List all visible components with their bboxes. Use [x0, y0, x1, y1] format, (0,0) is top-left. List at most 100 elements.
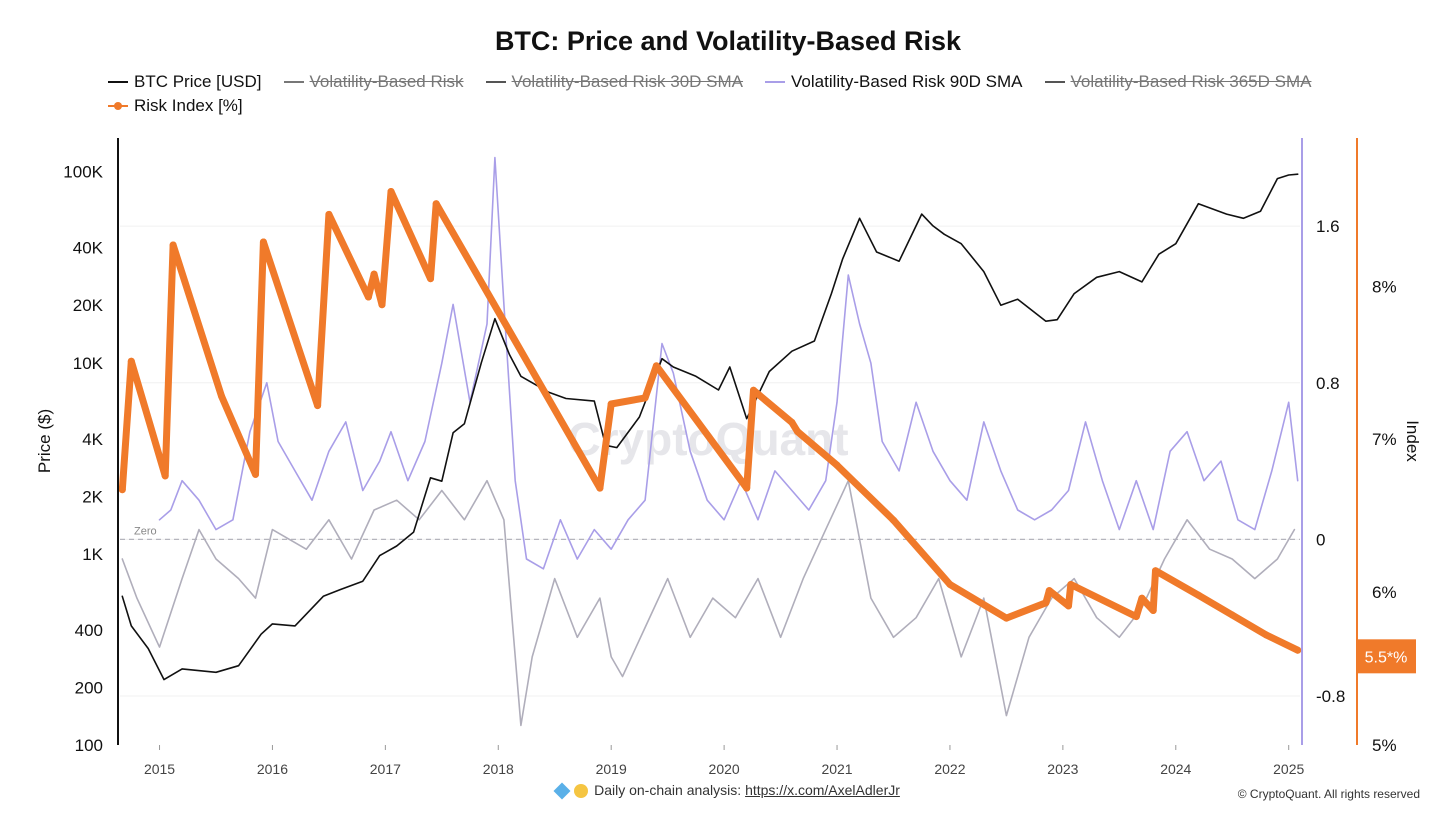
price-tick-label: 400 — [75, 621, 103, 640]
price-tick-label: 100K — [63, 163, 103, 182]
legend-item-volatility-risk-30d[interactable]: Volatility-Based Risk 30D SMA — [485, 72, 744, 92]
x-tick-label: 2020 — [709, 761, 740, 777]
price-tick-label: 4K — [82, 430, 103, 449]
risk-index-point — [387, 188, 395, 196]
risk-index-point — [1294, 646, 1302, 654]
legend-label: Volatility-Based Risk 90D SMA — [791, 72, 1023, 91]
x-tick-label: 2022 — [934, 761, 965, 777]
price-tick-label: 2K — [82, 487, 103, 506]
risk-index-point — [749, 386, 757, 394]
risk-tick-label: 0.8 — [1316, 374, 1340, 393]
risk-index-point — [743, 484, 751, 492]
risk-index-point — [1065, 602, 1073, 610]
x-tick-label: 2024 — [1160, 761, 1191, 777]
risk-tick-label: -0.8 — [1316, 687, 1345, 706]
legend-label: Volatility-Based Risk — [309, 72, 464, 91]
legend-item-risk-index[interactable]: Risk Index [%] — [108, 96, 243, 116]
series-risk-index — [118, 188, 1302, 654]
legend-swatch — [485, 81, 506, 83]
footer-text: Daily on-chain analysis: — [594, 782, 746, 798]
legend-label: Risk Index [%] — [134, 96, 243, 115]
risk-index-point — [370, 270, 378, 278]
legend-swatch — [283, 81, 304, 83]
risk-index-point — [252, 470, 260, 478]
risk-index-point — [364, 293, 372, 301]
risk-index-point — [218, 392, 226, 400]
risk-index-point — [325, 210, 333, 218]
index-tick-label: 5% — [1372, 736, 1397, 755]
index-tick-label: 7% — [1372, 430, 1397, 449]
risk-index-point — [1045, 587, 1053, 595]
axes-layer: 100 200 400 1K 2K 4K 10K 20K 40K 100K Price ($) -0.… — [35, 138, 1422, 777]
grid: Zero — [120, 225, 1300, 697]
legend-item-volatility-risk-90d[interactable]: Volatility-Based Risk 90D SMA — [765, 72, 1023, 92]
raised-hands-icon — [574, 784, 589, 799]
risk-index-point — [161, 472, 169, 480]
index-current-value-badge — [1357, 639, 1416, 674]
price-tick-label: 100 — [75, 736, 103, 755]
legend: BTC Price [USD] Volatility-Based Risk Vo… — [108, 70, 1408, 118]
legend-swatch — [765, 81, 786, 83]
price-tick-label: 200 — [75, 678, 103, 697]
x-tick-label: 2021 — [821, 761, 852, 777]
index-tick-label: 6% — [1372, 583, 1397, 602]
risk-index-point — [1138, 594, 1146, 602]
risk-index-point — [1228, 611, 1236, 619]
risk-index-point — [607, 400, 615, 408]
series-volatility-based-risk-90d-sma — [158, 156, 1299, 570]
risk-index-point — [794, 428, 802, 436]
price-tick-label: 40K — [73, 239, 104, 258]
price-tick-label: 20K — [73, 296, 104, 315]
risk-index-point — [788, 418, 796, 426]
risk-index-point — [641, 394, 649, 402]
price-tick-label: 1K — [82, 545, 103, 564]
legend-swatch — [108, 81, 128, 83]
risk-index-point — [169, 241, 177, 249]
index-current-value-label: 5.5*% — [1365, 649, 1408, 666]
risk-index-point — [1002, 614, 1010, 622]
legend-item-volatility-risk[interactable]: Volatility-Based Risk — [283, 72, 464, 92]
price-tick-label: 10K — [73, 354, 104, 373]
risk-index-point — [259, 238, 267, 246]
risk-index-point — [127, 357, 135, 365]
author-link[interactable]: https://x.com/AxelAdlerJr — [745, 782, 900, 798]
zero-line-label: Zero — [134, 525, 157, 537]
risk-index-point — [1149, 606, 1157, 614]
risk-index-point — [652, 362, 660, 370]
footer: Daily on-chain analysis: https://x.com/A… — [0, 782, 1456, 800]
risk-index-point — [1132, 613, 1140, 621]
series-btc-price-usd — [121, 173, 1299, 681]
copyright: © CryptoQuant. All rights reserved — [1237, 787, 1420, 801]
risk-index-point — [314, 402, 322, 410]
legend-item-btc-price[interactable]: BTC Price [USD] — [108, 72, 262, 92]
x-tick-label: 2018 — [483, 761, 514, 777]
risk-index-point — [118, 486, 126, 494]
risk-index-point — [946, 580, 954, 588]
risk-index-point — [596, 484, 604, 492]
x-tick-label: 2025 — [1273, 761, 1304, 777]
x-tick-label: 2019 — [596, 761, 627, 777]
risk-index-point — [1067, 580, 1075, 588]
index-axis-title: Index — [1403, 420, 1422, 462]
series-volatility-based-risk — [121, 479, 1296, 727]
chart-title: BTC: Price and Volatility-Based Risk — [494, 26, 962, 56]
x-tick-label: 2015 — [144, 761, 175, 777]
risk-index-point — [378, 301, 386, 309]
legend-item-volatility-risk-365d[interactable]: Volatility-Based Risk 365D SMA — [1044, 72, 1311, 92]
x-tick-label: 2023 — [1047, 761, 1078, 777]
risk-index-point — [1194, 591, 1202, 599]
x-tick-label: 2016 — [257, 761, 288, 777]
risk-tick-label: 1.6 — [1316, 217, 1340, 236]
legend-row-2: Risk Index [%] — [108, 94, 1408, 118]
risk-index-point — [432, 200, 440, 208]
risk-index-point — [1151, 567, 1159, 575]
legend-swatch — [1044, 81, 1065, 83]
series-layer — [118, 156, 1302, 727]
watermark: CryptoQuant — [567, 413, 848, 465]
gem-icon — [553, 782, 571, 800]
legend-swatch — [108, 102, 128, 110]
legend-label: Volatility-Based Risk 30D SMA — [511, 72, 744, 91]
legend-label: BTC Price [USD] — [134, 72, 262, 91]
price-axis-title: Price ($) — [35, 409, 54, 473]
